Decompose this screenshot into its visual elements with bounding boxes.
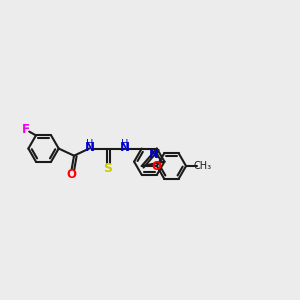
Text: O: O — [152, 160, 162, 173]
Text: F: F — [22, 123, 29, 136]
Text: S: S — [103, 162, 112, 175]
Text: CH₃: CH₃ — [193, 161, 211, 171]
Text: N: N — [85, 142, 94, 154]
Text: H: H — [86, 139, 93, 148]
Text: N: N — [120, 142, 130, 154]
Text: N: N — [148, 148, 158, 161]
Text: H: H — [122, 139, 129, 148]
Text: O: O — [66, 168, 76, 181]
